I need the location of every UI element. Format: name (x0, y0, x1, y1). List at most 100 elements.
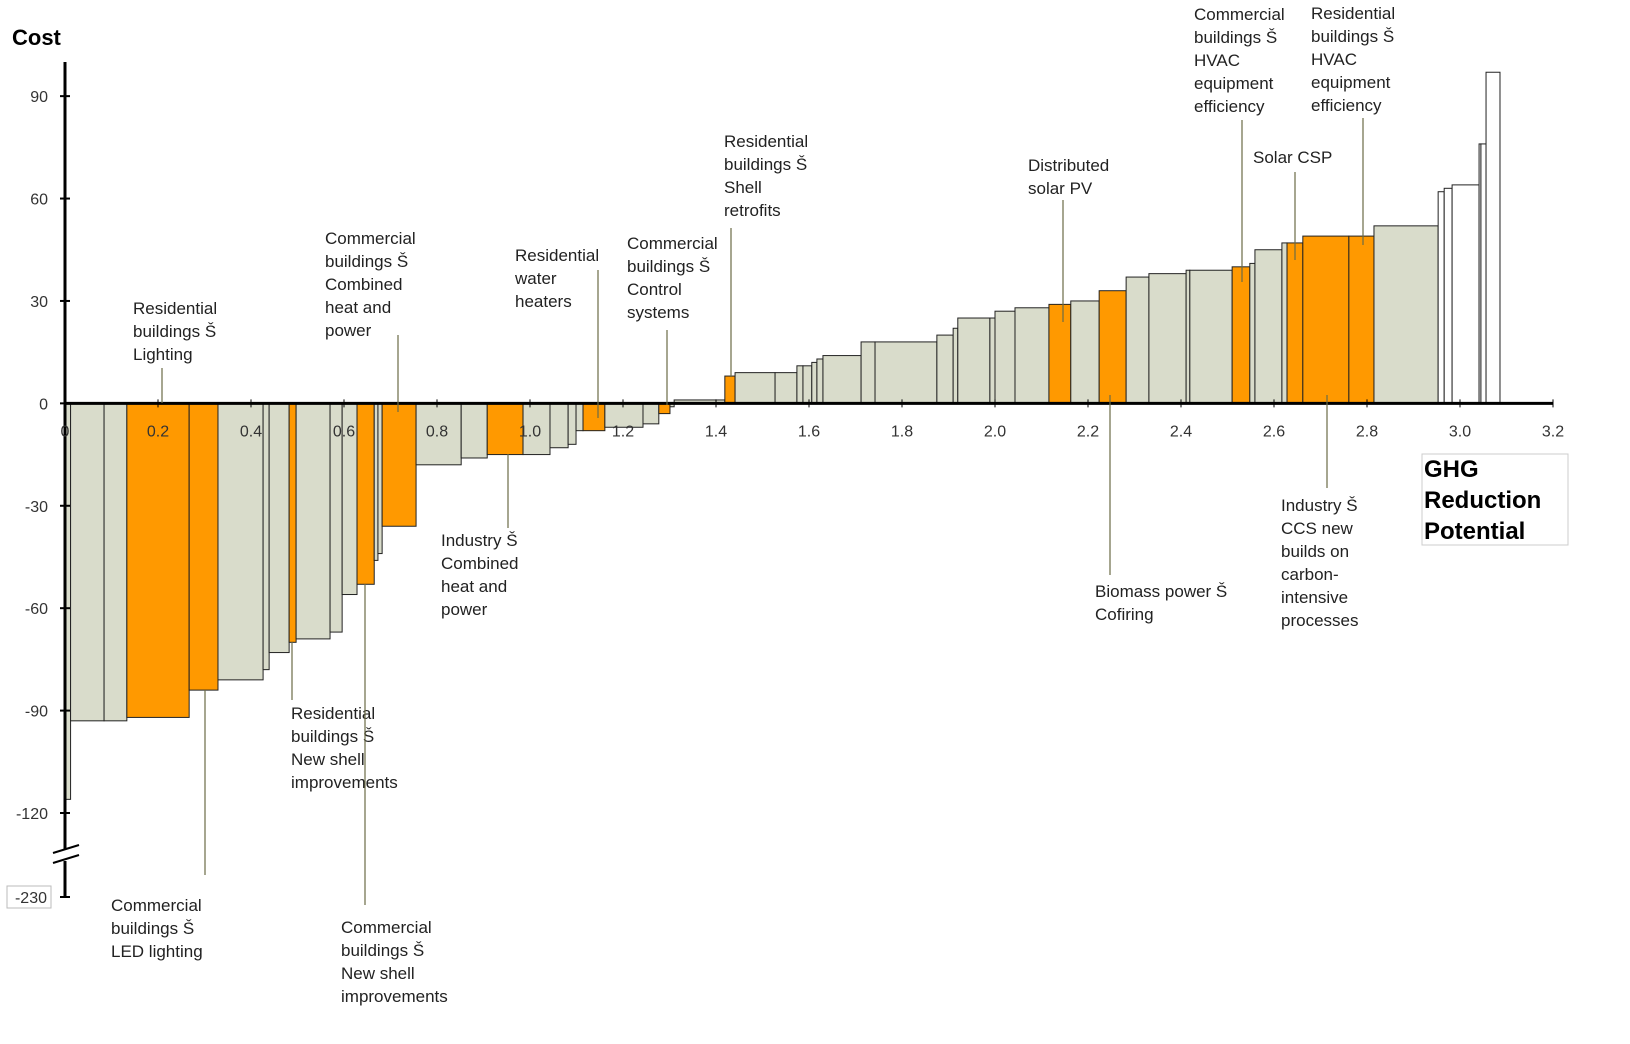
annotation: processes (1281, 611, 1358, 630)
annotation: Residential (291, 704, 375, 723)
x-axis-label: GHG (1424, 456, 1479, 483)
annotation: water (514, 269, 557, 288)
bar (1249, 262, 1256, 404)
bar (1231, 266, 1251, 404)
bar (373, 402, 379, 561)
annotation: buildings Š (133, 322, 216, 341)
annotation: equipment (1311, 73, 1391, 92)
bar (356, 402, 375, 585)
annotation: solar PV (1028, 179, 1093, 198)
y-tick-label: -90 (25, 704, 48, 721)
bar (1281, 242, 1288, 404)
bar (1148, 273, 1187, 404)
bar (952, 327, 959, 404)
bar (295, 402, 331, 640)
annotation: equipment (1194, 74, 1274, 93)
bar (1286, 242, 1304, 404)
bar (811, 361, 818, 404)
annotation: buildings Š (325, 252, 408, 271)
annotation: power (441, 600, 488, 619)
bar (288, 402, 297, 643)
bar (994, 310, 1016, 404)
bar (188, 402, 219, 691)
bar (658, 402, 671, 415)
x-tick-label: 0.8 (426, 423, 448, 440)
bar (217, 402, 264, 681)
bar (957, 317, 991, 404)
x-tick-label: 2.0 (984, 423, 1006, 440)
bar (1480, 143, 1487, 404)
annotation: Commercial (325, 229, 416, 248)
annotation: Commercial (1194, 5, 1285, 24)
x-tick-label: 3.2 (1542, 423, 1564, 440)
bar (582, 402, 606, 432)
annotation: retrofits (724, 201, 781, 220)
x-tick-label: 1.0 (519, 423, 541, 440)
annotation: buildings Š (111, 919, 194, 938)
bar (262, 402, 270, 671)
annotation: improvements (291, 773, 398, 792)
annotation: Control (627, 280, 682, 299)
x-tick-label: 2.6 (1263, 423, 1285, 440)
bar (774, 372, 798, 404)
x-tick-label: 1.8 (891, 423, 913, 440)
bar (1485, 71, 1501, 404)
y-tick-label: 60 (30, 192, 48, 209)
annotation: Industry Š (1281, 496, 1358, 515)
annotation: Shell (724, 178, 762, 197)
axis-break (52, 844, 80, 854)
annotation: Commercial (111, 896, 202, 915)
annotation: heat and (441, 577, 507, 596)
bar (802, 365, 813, 404)
bar (796, 365, 804, 404)
x-tick-label: 1.4 (705, 423, 727, 440)
bar (1437, 191, 1445, 404)
annotation: buildings Š (341, 941, 424, 960)
bar (936, 334, 954, 404)
bar (1302, 235, 1350, 404)
bar (381, 402, 417, 527)
annotation: power (325, 321, 372, 340)
x-tick-label: 2.4 (1170, 423, 1192, 440)
annotation: heaters (515, 292, 572, 311)
x-tick-label: 1.6 (798, 423, 820, 440)
bar (460, 402, 488, 459)
x-tick-label: 0.6 (333, 423, 355, 440)
annotation: Combined (441, 554, 519, 573)
bar (567, 402, 577, 445)
bar (415, 402, 462, 466)
annotation: Biomass power Š (1095, 582, 1227, 601)
x-tick-label: 2.2 (1077, 423, 1099, 440)
annotation: Residential (515, 246, 599, 265)
bar (126, 402, 190, 718)
bar (724, 375, 736, 404)
bar (377, 402, 383, 555)
chart-title: Cost (12, 25, 62, 50)
y-tick-label: -120 (16, 806, 48, 823)
annotation: HVAC (1194, 51, 1240, 70)
annotation: buildings Š (724, 155, 807, 174)
x-tick-label: 2.8 (1356, 423, 1378, 440)
x-tick-label: 3.0 (1449, 423, 1471, 440)
annotation: Residential (724, 132, 808, 151)
bar (860, 341, 876, 404)
bar (1254, 249, 1283, 404)
annotation: builds on (1281, 542, 1349, 561)
bar (103, 402, 128, 722)
annotation: CCS new (1281, 519, 1354, 538)
annotation: systems (627, 303, 689, 322)
annotation: buildings Š (1311, 27, 1394, 46)
y-tick-label: 0 (39, 396, 48, 413)
bar (642, 402, 660, 425)
annotation: Combined (325, 275, 403, 294)
annotation: efficiency (1194, 97, 1265, 116)
bar (575, 402, 584, 432)
x-axis-label: Potential (1424, 518, 1525, 545)
bar (1098, 290, 1127, 404)
annotation: Residential (133, 299, 217, 318)
annotation: carbon- (1281, 565, 1339, 584)
y-tick-label: -230 (15, 890, 47, 907)
bar (549, 402, 569, 449)
x-tick-label: 0.2 (147, 423, 169, 440)
